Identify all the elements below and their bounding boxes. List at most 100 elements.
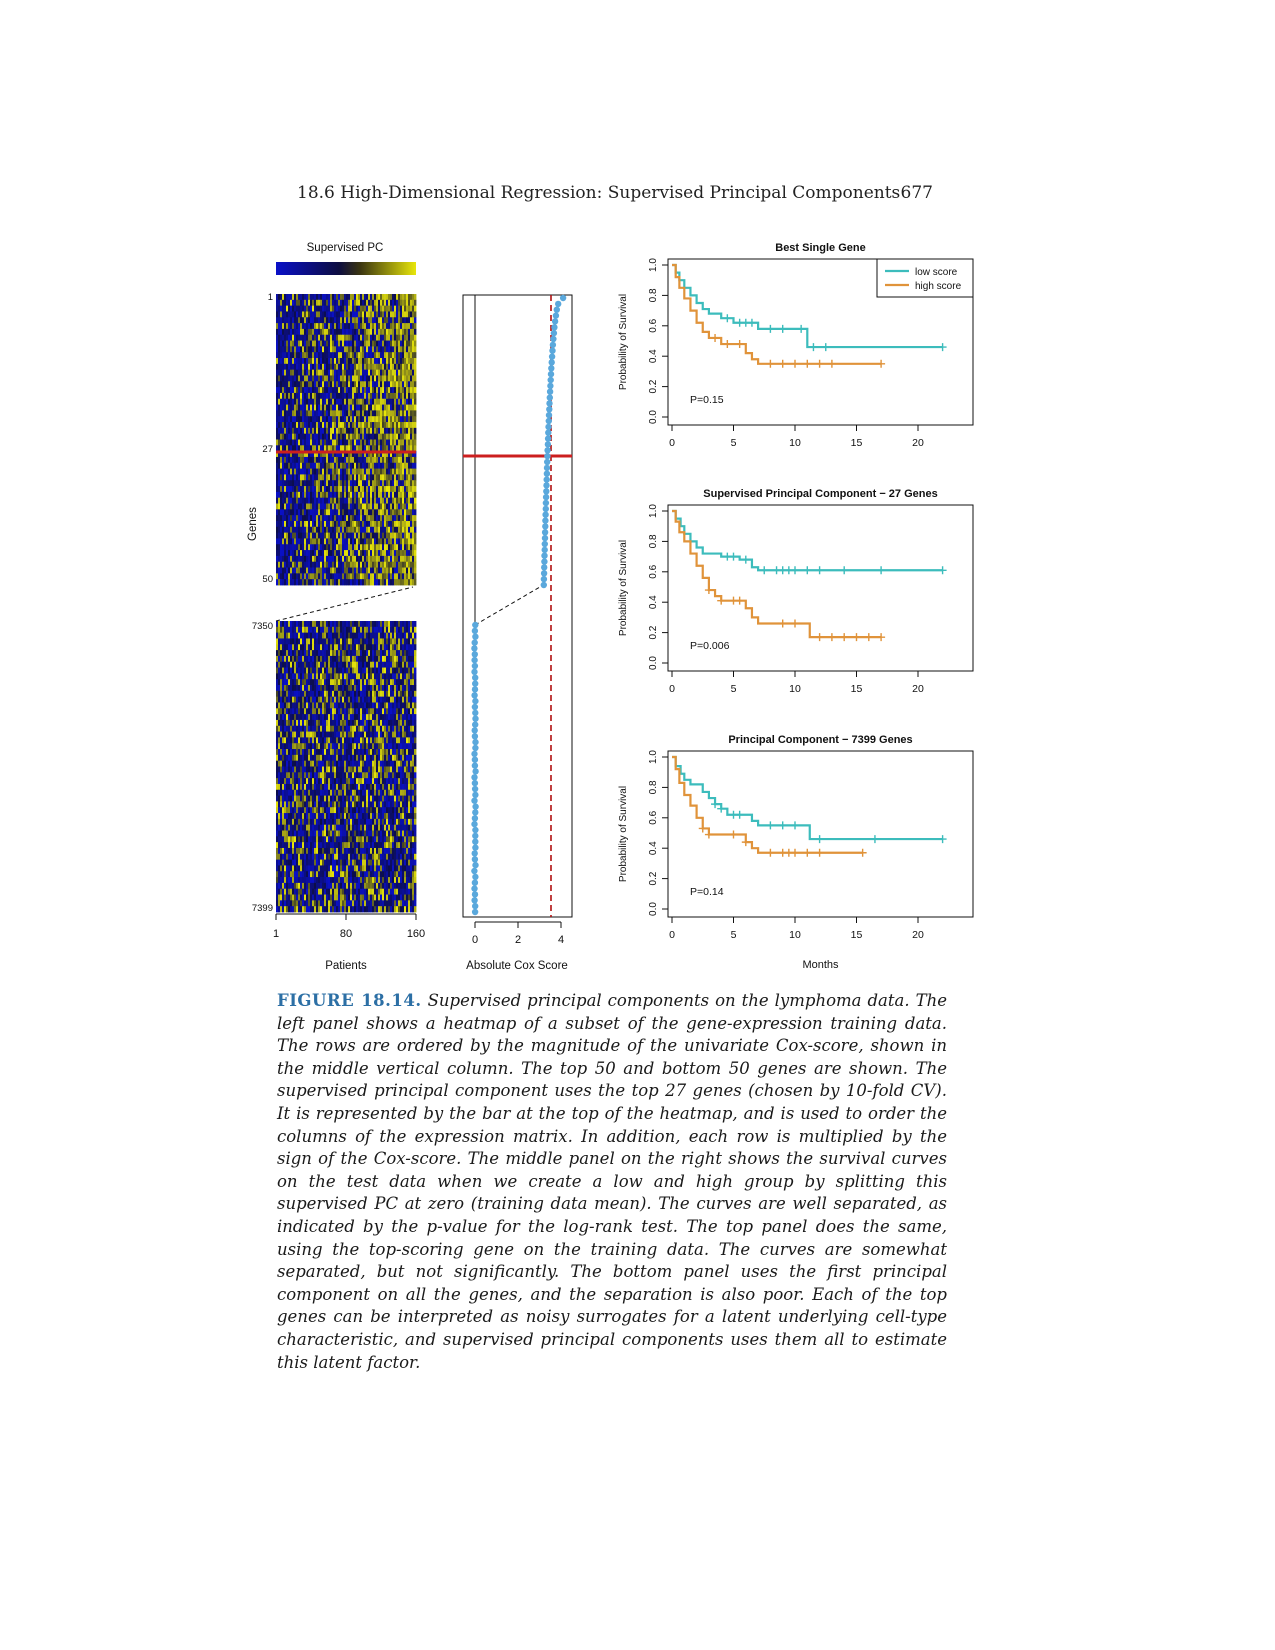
- heatmap-cell: [282, 305, 285, 312]
- heatmap-cell: [360, 708, 363, 715]
- heatmap-cell: [308, 655, 311, 663]
- heatmap-cell: [314, 679, 317, 686]
- heatmap-cell: [280, 363, 283, 371]
- heatmap-cell: [378, 561, 381, 568]
- heatmap-cell: [284, 491, 287, 499]
- heatmap-cell: [356, 462, 359, 469]
- heatmap-cell: [306, 381, 309, 388]
- heatmap-cell: [304, 305, 307, 312]
- heatmap-cell: [328, 579, 331, 586]
- heatmap-cell: [316, 456, 319, 464]
- heatmap-cell: [352, 632, 355, 639]
- heatmap-cell: [370, 387, 373, 394]
- heatmap-cell: [316, 363, 319, 371]
- heatmap-cell: [396, 638, 399, 645]
- heatmap-cell: [310, 737, 313, 744]
- heatmap-cell: [344, 567, 347, 574]
- heatmap-cell: [356, 573, 359, 580]
- heatmap-cell: [292, 520, 295, 528]
- heatmap-cell: [404, 451, 407, 458]
- heatmap-cell: [318, 731, 321, 738]
- heatmap-cell: [278, 422, 281, 429]
- heatmap-cell: [394, 515, 397, 522]
- heatmap-cell: [402, 439, 405, 446]
- heatmap-cell: [348, 445, 351, 452]
- heatmap-cell: [400, 387, 403, 394]
- heatmap-cell: [400, 526, 403, 534]
- heatmap-cell: [380, 644, 383, 651]
- heatmap-cell: [346, 737, 349, 744]
- heatmap-cell: [376, 369, 379, 376]
- heatmap-cell: [306, 673, 309, 680]
- heatmap-cell: [338, 486, 341, 493]
- heatmap-cell: [304, 544, 307, 551]
- heatmap-cell: [296, 626, 299, 634]
- heatmap-cell: [380, 410, 383, 417]
- heatmap-cell: [316, 550, 319, 557]
- heatmap-cell: [346, 655, 349, 663]
- heatmap-cell: [358, 532, 361, 539]
- heatmap-cell: [396, 468, 399, 475]
- heatmap-cell: [360, 375, 363, 382]
- heatmap-cell: [300, 550, 303, 557]
- heatmap-cell: [366, 714, 369, 721]
- heatmap-cell: [370, 515, 373, 522]
- heatmap-cell: [388, 358, 391, 365]
- heatmap-cell: [304, 679, 307, 686]
- heatmap-cell: [350, 480, 353, 487]
- heatmap-cell: [358, 387, 361, 394]
- heatmap-cell: [328, 690, 331, 698]
- heatmap-cell: [392, 334, 395, 341]
- heatmap-cell: [366, 561, 369, 568]
- heatmap-cell: [362, 381, 365, 388]
- heatmap-cell: [388, 661, 391, 668]
- heatmap-cell: [394, 451, 397, 458]
- heatmap-cell: [350, 673, 353, 680]
- heatmap-cell: [294, 358, 297, 365]
- heatmap-cell: [378, 690, 381, 698]
- heatmap-cell: [368, 381, 371, 388]
- heatmap-cell: [350, 579, 353, 586]
- heatmap-cell: [348, 520, 351, 528]
- heatmap-cell: [346, 392, 349, 400]
- heatmap-cell: [280, 544, 283, 551]
- heatmap-cell: [284, 416, 287, 423]
- heatmap-cell: [282, 708, 285, 715]
- heatmap-cell: [368, 398, 371, 405]
- heatmap-cell: [346, 387, 349, 394]
- heatmap-cell: [398, 650, 401, 657]
- heatmap-cell: [368, 690, 371, 698]
- heatmap-cell: [356, 714, 359, 721]
- heatmap-cell: [310, 550, 313, 557]
- heatmap-cell: [354, 632, 357, 639]
- heatmap-cell: [384, 544, 387, 551]
- heatmap-cell: [380, 387, 383, 394]
- heatmap-cell: [398, 387, 401, 394]
- heatmap-cell: [314, 702, 317, 709]
- heatmap-cell: [294, 462, 297, 469]
- heatmap-cell: [348, 328, 351, 336]
- heatmap-cell: [320, 708, 323, 715]
- heatmap-cell: [334, 544, 337, 551]
- heatmap-cell: [282, 474, 285, 481]
- heatmap-cell: [308, 363, 311, 371]
- heatmap-cell: [304, 661, 307, 668]
- heatmap-cell: [328, 673, 331, 680]
- heatmap-cell: [280, 340, 283, 347]
- heatmap-cell: [340, 661, 343, 668]
- heatmap-cell: [388, 305, 391, 312]
- heatmap-cell: [352, 474, 355, 481]
- heatmap-cell: [408, 358, 411, 365]
- heatmap-cell: [320, 550, 323, 557]
- heatmap-cell: [288, 667, 291, 674]
- heatmap-cell: [298, 311, 301, 318]
- heatmap-cell: [300, 743, 303, 750]
- heatmap-cell: [336, 375, 339, 382]
- heatmap-cell: [388, 714, 391, 721]
- heatmap-cell: [326, 638, 329, 645]
- heatmap-cell: [414, 462, 417, 469]
- heatmap-cell: [308, 305, 311, 312]
- heatmap-cell: [384, 673, 387, 680]
- heatmap-cell: [382, 491, 385, 499]
- heatmap-cell: [304, 410, 307, 417]
